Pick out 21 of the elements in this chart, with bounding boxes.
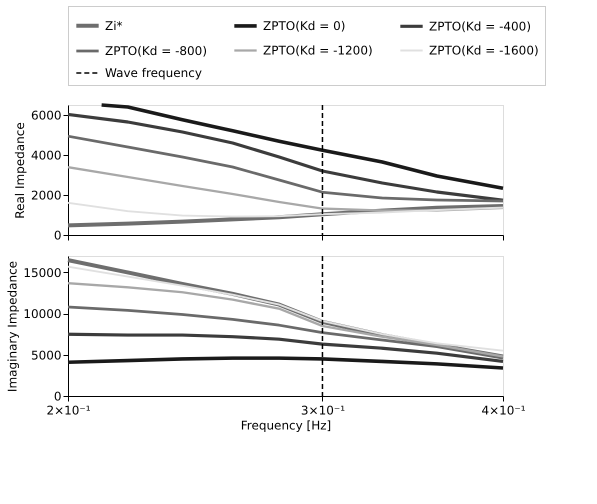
legend-label: Wave frequency bbox=[105, 66, 202, 80]
x-tick-label: 2×10⁻¹ bbox=[46, 404, 91, 418]
y-tick-label: 4000 bbox=[30, 148, 62, 162]
y-axis-title: Real Impedance bbox=[12, 122, 27, 219]
y-tick-label: 6000 bbox=[30, 108, 62, 122]
legend-label: ZPTO(Kd = 0) bbox=[263, 18, 346, 33]
y-tick-label: 2000 bbox=[30, 188, 62, 202]
y-tick-label: 15000 bbox=[23, 266, 62, 280]
y-tick-label: 10000 bbox=[23, 307, 62, 322]
legend-label: ZPTO(Kd = -1200) bbox=[263, 44, 373, 58]
legend-label: ZPTO(Kd = -800) bbox=[105, 44, 207, 58]
y-tick-label: 0 bbox=[54, 228, 62, 242]
legend-label: Zi* bbox=[105, 18, 123, 33]
y-tick-label: 5000 bbox=[30, 348, 62, 362]
x-axis-title: Frequency [Hz] bbox=[240, 418, 332, 432]
y-axis-title: Imaginary Impedance bbox=[5, 260, 20, 392]
legend-label: ZPTO(Kd = -400) bbox=[429, 19, 531, 34]
x-tick-label: 3×10⁻¹ bbox=[300, 404, 346, 418]
y-tick-label: 0 bbox=[54, 390, 62, 404]
x-tick-label: 4×10⁻¹ bbox=[481, 404, 526, 418]
legend-label: ZPTO(Kd = -1600) bbox=[429, 44, 539, 58]
